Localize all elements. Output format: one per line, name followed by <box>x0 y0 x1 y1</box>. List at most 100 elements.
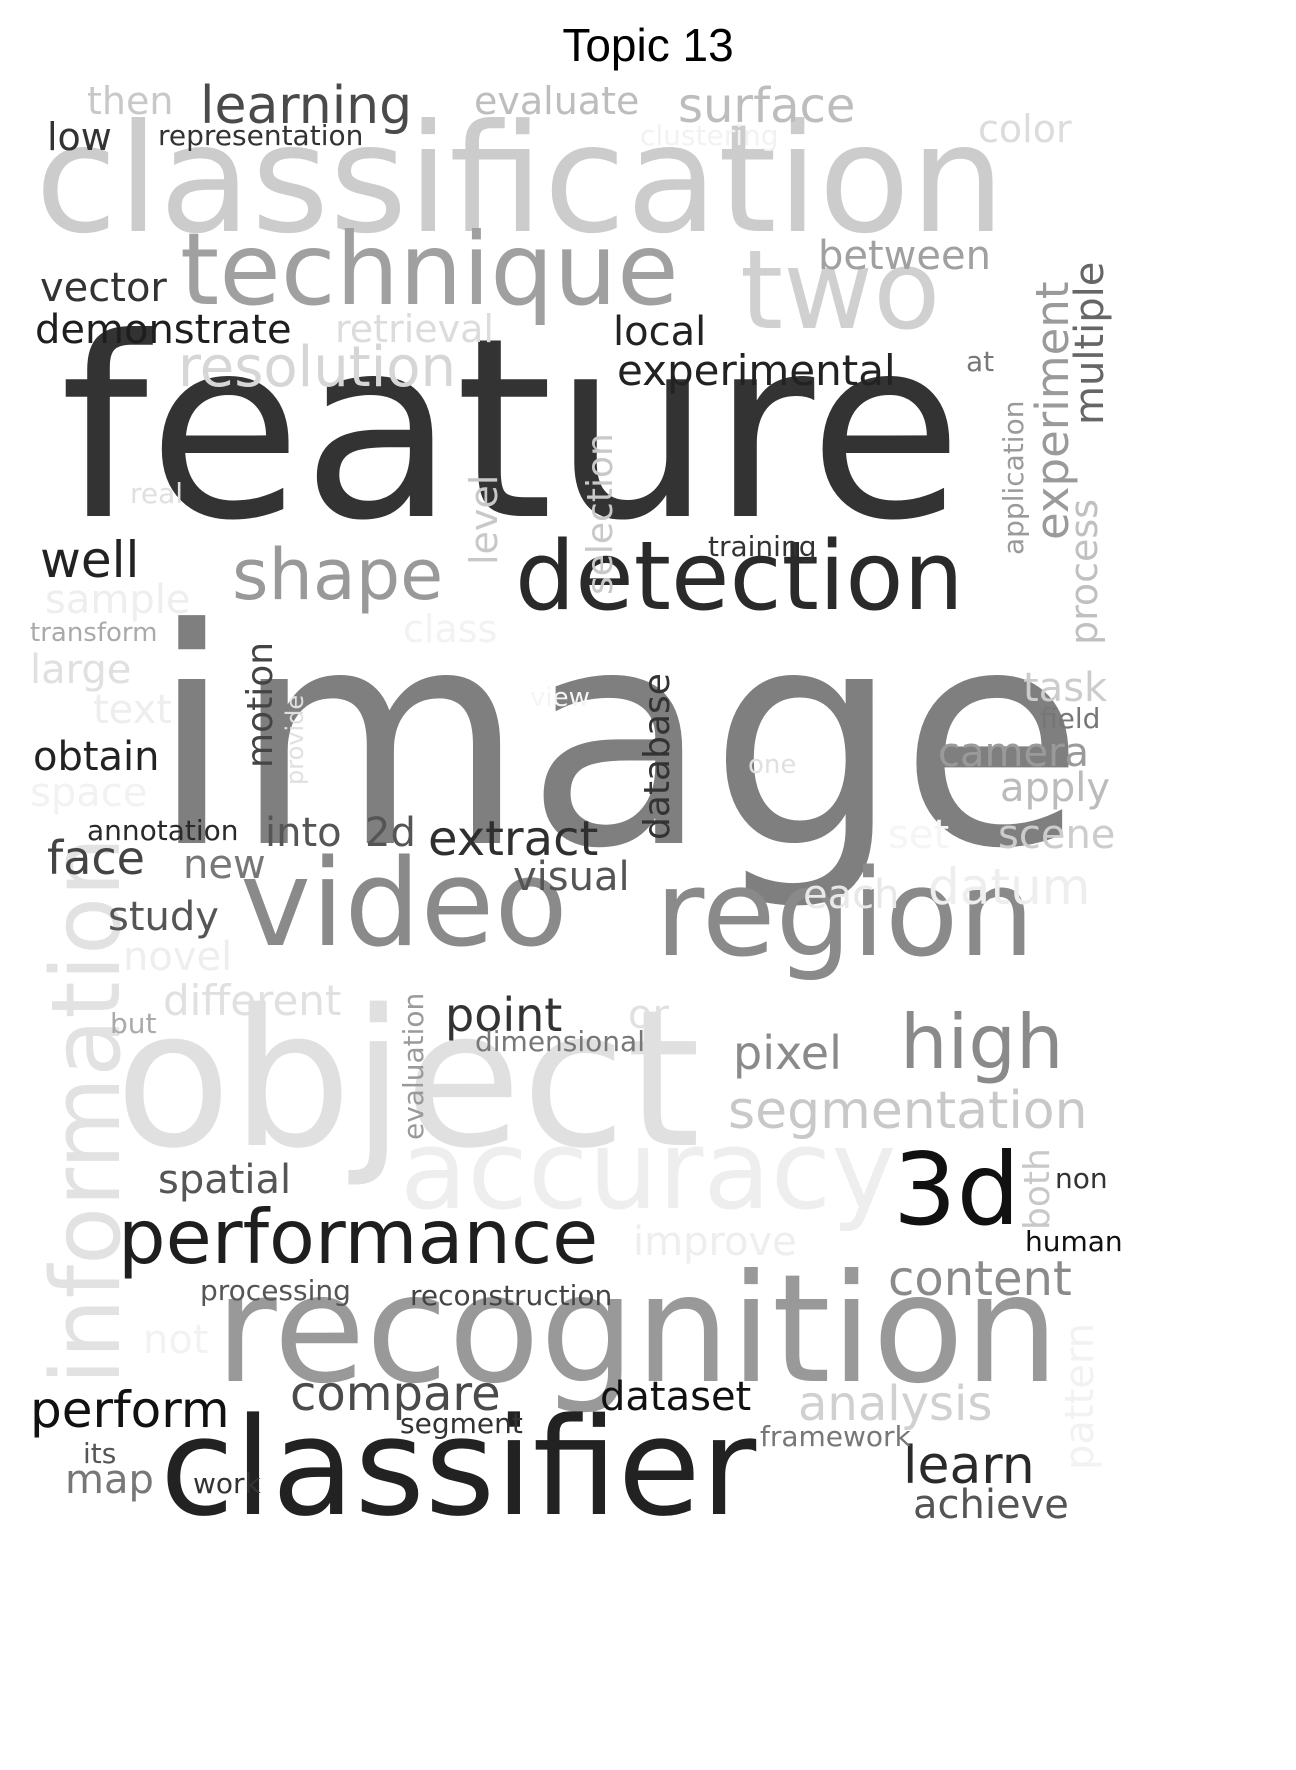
cloud-word-level: level <box>462 474 506 565</box>
cloud-word-content: content <box>888 1251 1072 1307</box>
cloud-word-task: task <box>1023 665 1108 711</box>
cloud-word-work: work <box>193 1467 261 1500</box>
cloud-word-but: but <box>110 1007 157 1040</box>
cloud-word-both: both <box>1017 1148 1058 1230</box>
cloud-word-visual: visual <box>513 854 630 900</box>
cloud-word-camera: camera <box>938 730 1090 776</box>
cloud-word-selection: selection <box>580 433 621 595</box>
cloud-word-face: face <box>47 831 145 885</box>
cloud-word-motion: motion <box>240 641 281 768</box>
cloud-word-shape: shape <box>232 534 444 616</box>
cloud-word-improve: improve <box>633 1219 797 1265</box>
cloud-word-clustering: clustering <box>640 119 779 152</box>
cloud-word-each: each <box>803 872 900 918</box>
cloud-word-text: text <box>93 687 172 733</box>
cloud-word-perform: perform <box>30 1381 230 1439</box>
cloud-word-application: application <box>997 400 1030 555</box>
cloud-word-pixel: pixel <box>733 1026 842 1080</box>
cloud-word-sample: sample <box>45 577 191 623</box>
cloud-word-study: study <box>108 894 219 940</box>
cloud-word-analysis: analysis <box>798 1376 993 1432</box>
cloud-word-annotation: annotation <box>87 814 239 847</box>
cloud-word-vector: vector <box>40 265 167 311</box>
cloud-word-surface: surface <box>678 78 856 134</box>
cloud-word-reconstruction: reconstruction <box>410 1279 613 1312</box>
cloud-word-different: different <box>163 976 342 1025</box>
cloud-word-multiple: multiple <box>1067 261 1113 425</box>
cloud-word-framework: framework <box>760 1420 911 1453</box>
cloud-word-learning: learning <box>200 76 413 136</box>
cloud-word-field: field <box>1040 702 1101 735</box>
cloud-word-recognition: recognition <box>215 1243 1060 1417</box>
cloud-word-video: video <box>240 835 568 974</box>
cloud-word-set: set <box>888 812 950 858</box>
cloud-word-large: large <box>30 647 132 693</box>
cloud-word-dimensional: dimensional <box>475 1025 645 1058</box>
cloud-word-accuracy: accuracy <box>400 1106 897 1234</box>
cloud-word-real: real <box>130 477 184 510</box>
cloud-word-region: region <box>655 845 1035 984</box>
cloud-word-object: object <box>115 969 701 1190</box>
cloud-word-technique: technique <box>180 211 679 328</box>
cloud-word-well: well <box>40 531 140 589</box>
cloud-word-new: new <box>183 842 266 888</box>
cloud-word-spatial: spatial <box>158 1157 292 1203</box>
cloud-word-then: then <box>87 79 174 123</box>
cloud-word-image: image <box>150 565 1085 914</box>
cloud-word-segment: segment <box>400 1407 523 1440</box>
cloud-word-dataset: dataset <box>600 1374 752 1420</box>
cloud-word-learn: learn <box>903 1436 1035 1496</box>
cloud-word-human: human <box>1025 1225 1123 1258</box>
cloud-word-view: view <box>530 683 590 713</box>
cloud-word-pattern: pattern <box>1057 1323 1103 1470</box>
cloud-word-representation: representation <box>158 119 364 152</box>
cloud-word-performance: performance <box>118 1193 599 1281</box>
cloud-word-2d: 2d <box>365 810 416 856</box>
cloud-word-extract: extract <box>428 811 599 867</box>
cloud-word-experimental: experimental <box>617 346 896 395</box>
cloud-word-not: not <box>143 1317 209 1363</box>
cloud-word-point: point <box>445 988 563 1042</box>
cloud-word-two: two <box>740 226 941 354</box>
cloud-word-evaluation: evaluation <box>397 992 430 1140</box>
cloud-word-resolution: resolution <box>178 335 457 400</box>
cloud-word-one: one <box>748 750 797 780</box>
figure-title: Topic 13 <box>562 19 734 71</box>
cloud-word-process: process <box>1062 498 1106 645</box>
cloud-word-low: low <box>47 115 112 159</box>
cloud-word-3d: 3d <box>893 1131 1021 1248</box>
cloud-word-class: class <box>403 607 498 651</box>
cloud-word-between: between <box>818 233 991 279</box>
cloud-word-classification: classification <box>35 93 1006 267</box>
cloud-word-map: map <box>65 1457 154 1503</box>
cloud-word-training: training <box>708 530 817 563</box>
cloud-word-novel: novel <box>123 934 233 980</box>
cloud-word-evaluate: evaluate <box>474 79 640 123</box>
cloud-word-provide: provide <box>281 694 309 785</box>
cloud-word-datum: datum <box>928 858 1091 916</box>
cloud-word-demonstrate: demonstrate <box>35 307 292 353</box>
cloud-word-achieve: achieve <box>913 1482 1069 1528</box>
cloud-word-obtain: obtain <box>33 734 160 780</box>
cloud-word-scene: scene <box>998 812 1116 858</box>
cloud-word-local: local <box>613 309 707 355</box>
cloud-word-retrieval: retrieval <box>335 307 494 351</box>
cloud-word-apply: apply <box>1000 765 1111 811</box>
cloud-word-non: non <box>1055 1162 1108 1195</box>
cloud-word-detection: detection <box>515 522 964 632</box>
cloud-word-database: database <box>637 673 678 840</box>
cloud-word-transform: transform <box>30 618 158 648</box>
cloud-word-feature: feature <box>60 284 963 575</box>
cloud-word-compare: compare <box>290 1366 501 1422</box>
cloud-word-processing: processing <box>200 1274 351 1307</box>
cloud-word-segmentation: segmentation <box>728 1081 1088 1141</box>
cloud-word-space: space <box>30 770 148 816</box>
cloud-word-or: or <box>628 992 669 1038</box>
cloud-word-its: its <box>83 1437 117 1470</box>
cloud-word-high: high <box>900 998 1064 1086</box>
cloud-word-at: at <box>966 345 995 378</box>
cloud-word-into: into <box>265 810 342 856</box>
cloud-word-classifier: classifier <box>160 1389 757 1546</box>
cloud-word-color: color <box>978 107 1072 151</box>
